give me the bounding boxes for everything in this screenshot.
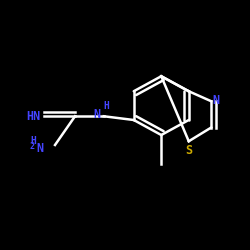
Text: H: H (104, 101, 110, 111)
Text: S: S (185, 144, 192, 157)
Text: HN: HN (26, 110, 40, 123)
Text: N: N (36, 142, 44, 155)
Text: N: N (93, 108, 100, 122)
Text: H: H (30, 136, 36, 146)
Text: N: N (212, 94, 219, 107)
Text: 2: 2 (30, 142, 35, 151)
